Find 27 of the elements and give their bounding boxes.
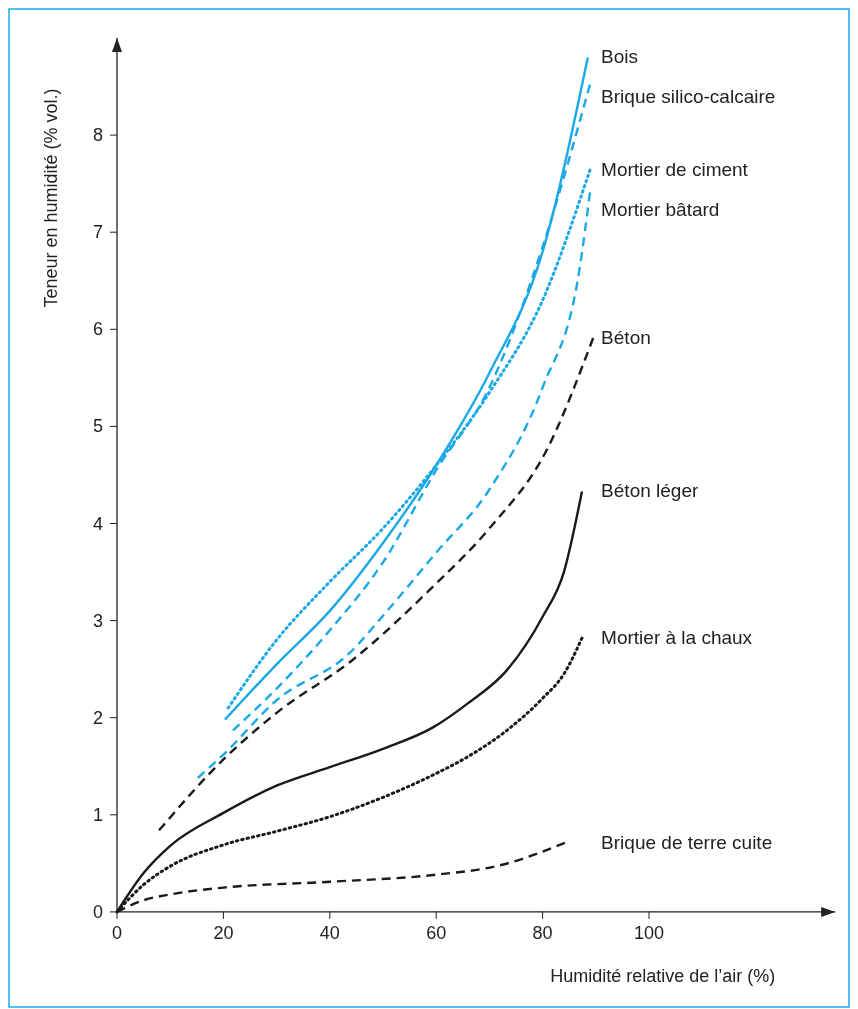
y-tick-label: 3 bbox=[92, 610, 103, 631]
y-tick-label: 7 bbox=[92, 222, 103, 243]
series-label: Béton bbox=[601, 327, 651, 349]
y-tick-label: 0 bbox=[92, 901, 103, 922]
y-tick-label: 4 bbox=[92, 513, 103, 534]
x-tick-label: 100 bbox=[633, 922, 665, 943]
y-tick-label: 2 bbox=[92, 707, 103, 728]
series-label: Mortier bâtard bbox=[601, 199, 720, 221]
y-tick-label: 5 bbox=[92, 416, 103, 437]
series-label: Bois bbox=[601, 46, 639, 68]
x-tick-label: 80 bbox=[532, 922, 553, 943]
y-axis-title: Teneur en humidité (% vol.) bbox=[41, 88, 61, 308]
series-label: Brique de terre cuite bbox=[601, 831, 773, 853]
line-series bbox=[196, 191, 592, 780]
x-axis-title: Humidité relative de l’air (%) bbox=[550, 965, 776, 986]
x-tick-label: 40 bbox=[319, 922, 340, 943]
y-tick-label: 6 bbox=[92, 319, 103, 340]
line-series bbox=[157, 336, 595, 832]
series-label: Béton léger bbox=[601, 480, 699, 502]
y-tick-label: 1 bbox=[92, 804, 103, 825]
x-tick-label: 0 bbox=[111, 922, 123, 943]
y-tick-label: 8 bbox=[92, 125, 103, 146]
series-label: Mortier à la chaux bbox=[601, 627, 753, 649]
x-tick-label: 20 bbox=[213, 922, 234, 943]
x-tick-label: 60 bbox=[426, 922, 447, 943]
series-label: Mortier de ciment bbox=[601, 159, 749, 181]
series-label: Brique silico-calcaire bbox=[601, 86, 776, 108]
